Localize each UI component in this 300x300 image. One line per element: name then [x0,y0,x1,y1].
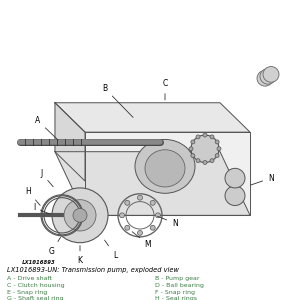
Text: A: A [35,116,58,140]
Circle shape [203,160,207,164]
Text: M: M [132,232,151,249]
Ellipse shape [135,140,195,193]
Polygon shape [55,103,250,132]
Polygon shape [55,152,250,215]
Circle shape [210,135,214,139]
Polygon shape [55,103,85,181]
Circle shape [52,188,108,243]
Circle shape [215,140,219,144]
Polygon shape [85,132,250,215]
Circle shape [210,159,214,163]
Circle shape [73,208,87,222]
Circle shape [217,147,221,151]
Circle shape [257,70,273,86]
Text: H: H [25,187,40,206]
Text: L: L [105,240,117,260]
Circle shape [150,200,155,205]
Text: K: K [77,245,83,266]
Circle shape [225,186,245,206]
Circle shape [189,147,193,151]
Circle shape [260,68,276,84]
Circle shape [191,154,195,158]
Circle shape [225,168,245,188]
Text: LX1016893-UN: Transmission pump, exploded view: LX1016893-UN: Transmission pump, explode… [7,267,179,273]
Circle shape [64,200,96,231]
Text: J: J [41,169,53,187]
Circle shape [191,140,195,144]
Text: B - Pump gear: B - Pump gear [155,276,200,281]
Circle shape [137,195,142,200]
Circle shape [191,135,219,163]
Text: N: N [250,174,274,185]
Circle shape [196,135,200,139]
Circle shape [203,133,207,137]
Text: A - Drive shaft: A - Drive shaft [7,276,52,281]
Circle shape [263,67,279,82]
Circle shape [119,213,124,218]
Text: C: C [162,79,168,100]
Text: H - Seal rings: H - Seal rings [155,296,197,300]
Text: G - Shaft seal ring: G - Shaft seal ring [7,296,64,300]
Circle shape [196,159,200,163]
Text: D - Ball bearing: D - Ball bearing [155,283,204,288]
Circle shape [125,225,130,230]
Text: F - Snap ring: F - Snap ring [155,290,195,295]
Text: G: G [49,237,61,256]
Circle shape [215,154,219,158]
Text: LX1016893: LX1016893 [22,260,56,265]
Circle shape [155,213,160,218]
Text: B: B [102,84,133,117]
Text: E - Snap ring: E - Snap ring [7,290,47,295]
Circle shape [125,200,130,205]
Text: N: N [158,216,178,228]
Circle shape [150,225,155,230]
Text: I: I [33,203,50,214]
Circle shape [137,230,142,236]
Text: C - Clutch housing: C - Clutch housing [7,283,64,288]
Ellipse shape [145,150,185,187]
